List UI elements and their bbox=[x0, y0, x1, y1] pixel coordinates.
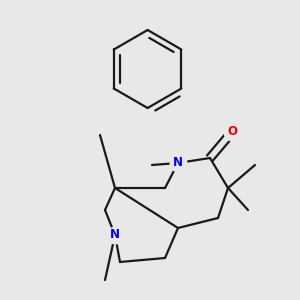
Text: O: O bbox=[227, 125, 237, 139]
Text: N: N bbox=[173, 157, 183, 169]
Text: N: N bbox=[110, 229, 120, 242]
